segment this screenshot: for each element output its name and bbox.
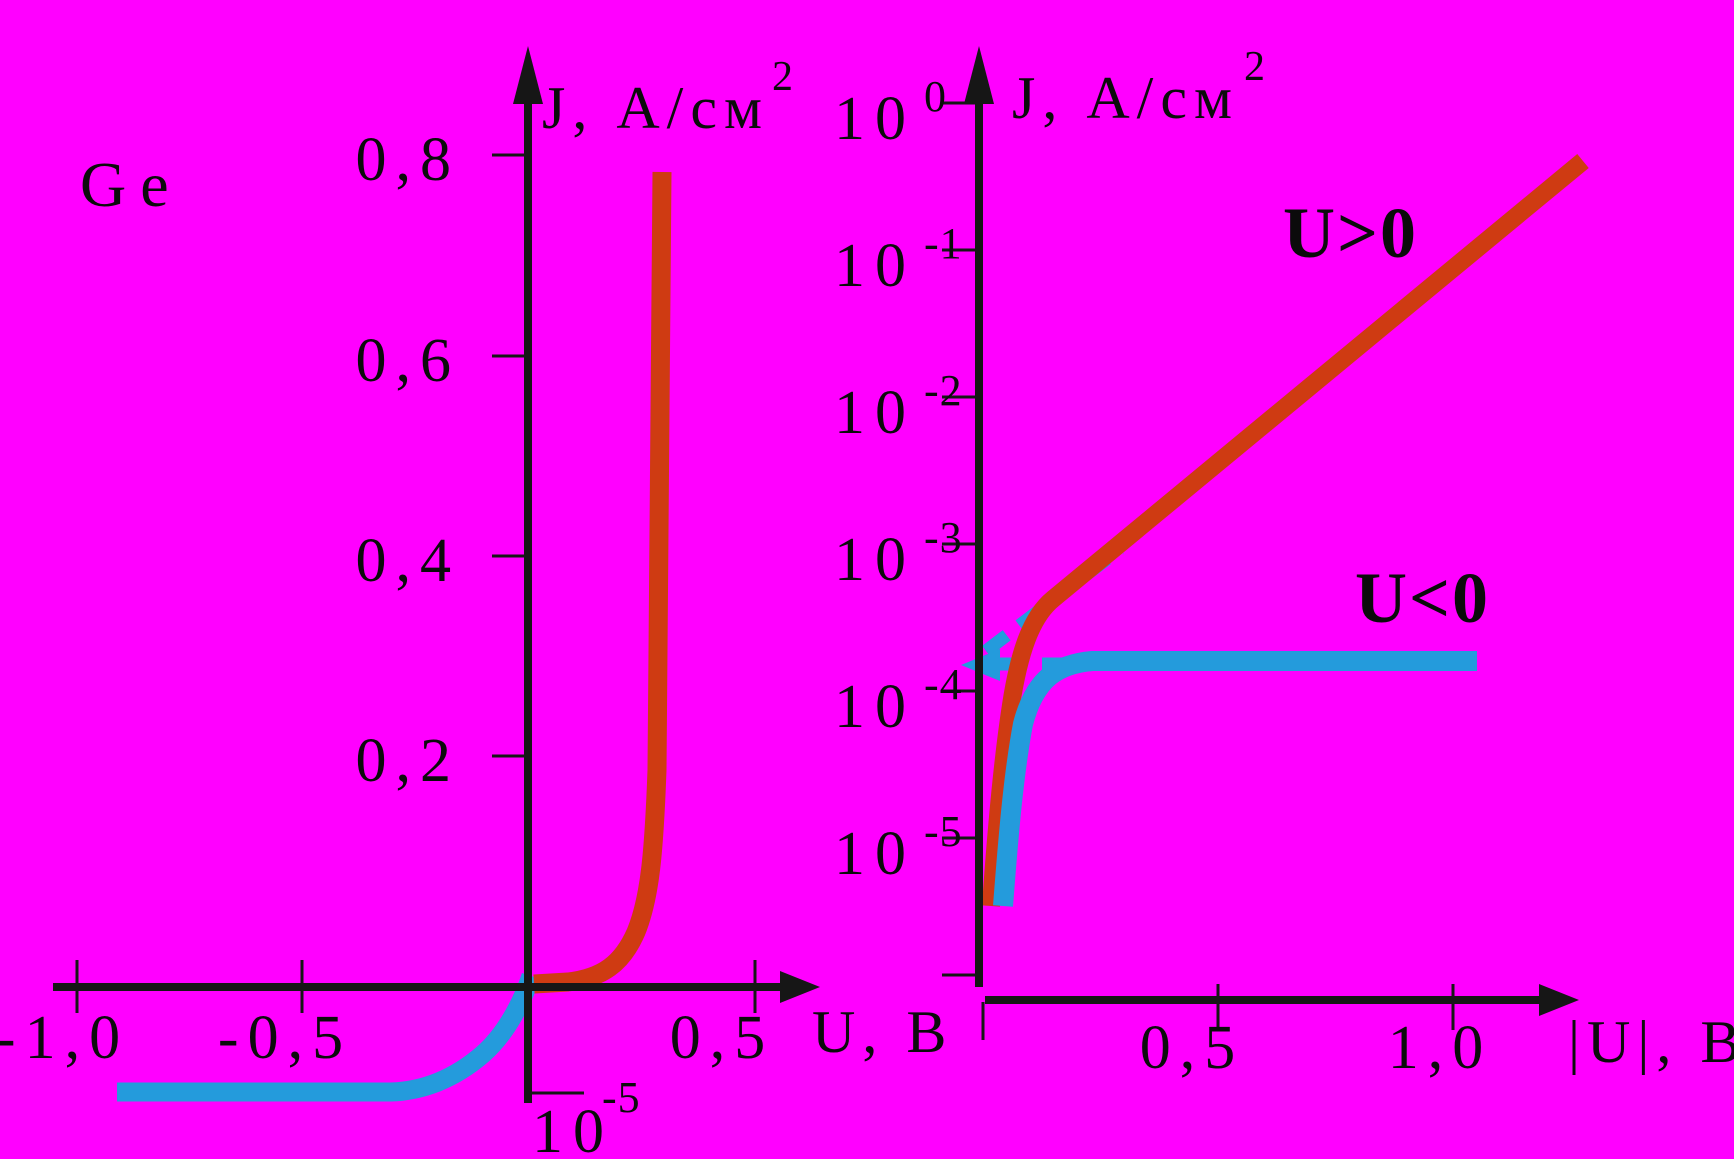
left-x-tick-label: -1,0 [0, 1004, 129, 1072]
left-forward-curve [533, 171, 672, 994]
left-linear-plot: Ge J, А/см 2 0,8 0,6 0,4 0,2 -1,0 -0,5 0… [0, 46, 953, 1159]
right-reverse-curve [993, 651, 1477, 907]
left-y-tick-label: 0,2 [356, 727, 461, 795]
left-y-tick-label: 0,4 [356, 527, 461, 595]
right-y-tick-labels: 10 0 10 -1 10 -2 10 -3 10 -4 10 -5 [834, 72, 963, 888]
log-tick-base: 10 [834, 379, 916, 447]
log-tick-sup: -4 [924, 660, 963, 709]
left-x-ticks [75, 960, 757, 1013]
right-semilog-plot: 10 0 10 -1 10 -2 10 -3 10 -4 10 -5 0,5 1… [834, 44, 1734, 1082]
log-tick-sup: -1 [924, 219, 963, 268]
right-y-ticks [942, 101, 981, 977]
log-tick-base: 10 [834, 232, 916, 300]
left-reverse-curve [117, 972, 541, 1102]
right-x-axis-arrow-icon [1539, 984, 1579, 1016]
right-x-tick-label: 0,5 [1140, 1014, 1245, 1082]
log-tick-base: 10 [834, 673, 916, 741]
right-x-ticks [981, 984, 1455, 1040]
log-tick-sup: -2 [924, 366, 963, 415]
left-x-axis-arrow-icon [780, 971, 820, 1003]
left-saturation-label: 10 [532, 1098, 614, 1159]
right-y-axis-title-sup: 2 [1244, 44, 1267, 90]
left-y-axis-arrow-icon [513, 46, 543, 104]
left-x-tick-label: 0,5 [670, 1004, 775, 1072]
log-tick-base: 10 [834, 820, 916, 888]
left-x-axis-title: U, В [812, 999, 953, 1065]
left-y-tick-label: 0,8 [356, 126, 461, 194]
right-y-axis-arrow-icon [964, 46, 994, 104]
reverse-curve-label: U<0 [1355, 558, 1490, 638]
left-y-axis-title-sup: 2 [772, 54, 795, 100]
right-x-axis-title: |U|, В [1568, 1009, 1734, 1075]
forward-curve-label: U>0 [1283, 193, 1418, 273]
log-tick-base: 10 [834, 85, 916, 153]
log-tick-sup: -3 [924, 513, 963, 562]
left-y-axis-title: J, А/см [542, 75, 769, 141]
log-tick-sup: -5 [924, 807, 963, 856]
left-y-tick-label: 0,6 [356, 327, 461, 395]
log-tick-base: 10 [834, 526, 916, 594]
left-saturation-label-sup: -5 [602, 1073, 641, 1122]
right-forward-curve [982, 154, 1589, 907]
right-y-axis-title: J, А/см [1012, 65, 1239, 131]
left-y-ticks [492, 153, 530, 758]
material-label: Ge [80, 149, 183, 220]
right-x-tick-label: 1,0 [1388, 1014, 1493, 1082]
log-tick-sup: 0 [924, 72, 947, 121]
left-x-tick-label: -0,5 [218, 1004, 352, 1072]
